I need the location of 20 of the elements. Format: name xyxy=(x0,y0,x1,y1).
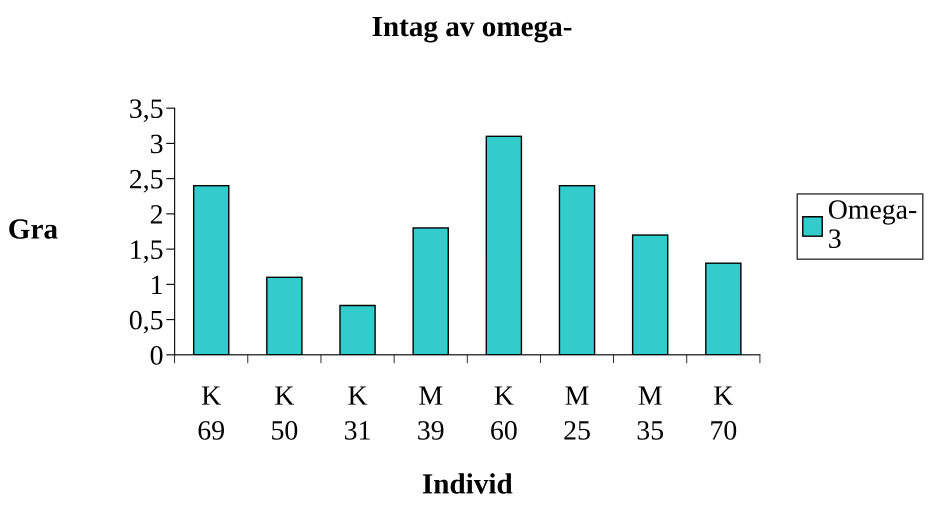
y-tick-label: 1 xyxy=(152,276,162,294)
y-tick-label: 2,5 xyxy=(130,170,162,193)
y-axis-title: Gra xyxy=(9,219,58,239)
y-tick-label: 0 xyxy=(150,346,162,365)
x-tick-label: M 25 xyxy=(564,386,590,440)
x-tick-label: K 69 xyxy=(198,386,224,440)
chart-title: Intag av omega- xyxy=(372,16,572,42)
x-tick-label: K 70 xyxy=(711,386,736,440)
x-tick-label: K 50 xyxy=(272,386,298,440)
y-tick-label: 3,5 xyxy=(130,99,162,122)
x-tick-label: M 39 xyxy=(418,386,444,440)
y-tick-label: 0,5 xyxy=(130,310,162,334)
y-tick-label: 2 xyxy=(150,205,162,224)
x-tick-label: K 31 xyxy=(344,386,370,440)
y-tick-label: 1,5 xyxy=(131,240,162,264)
x-tick-label: M 35 xyxy=(638,386,663,440)
y-tick-label: 3 xyxy=(150,134,162,154)
x-axis-title: Individ xyxy=(422,473,512,494)
legend-label: Omega- 3 xyxy=(828,200,916,248)
x-tick-label: K 60 xyxy=(491,386,517,440)
